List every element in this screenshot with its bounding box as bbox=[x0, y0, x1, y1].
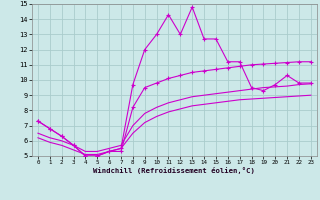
X-axis label: Windchill (Refroidissement éolien,°C): Windchill (Refroidissement éolien,°C) bbox=[93, 167, 255, 174]
